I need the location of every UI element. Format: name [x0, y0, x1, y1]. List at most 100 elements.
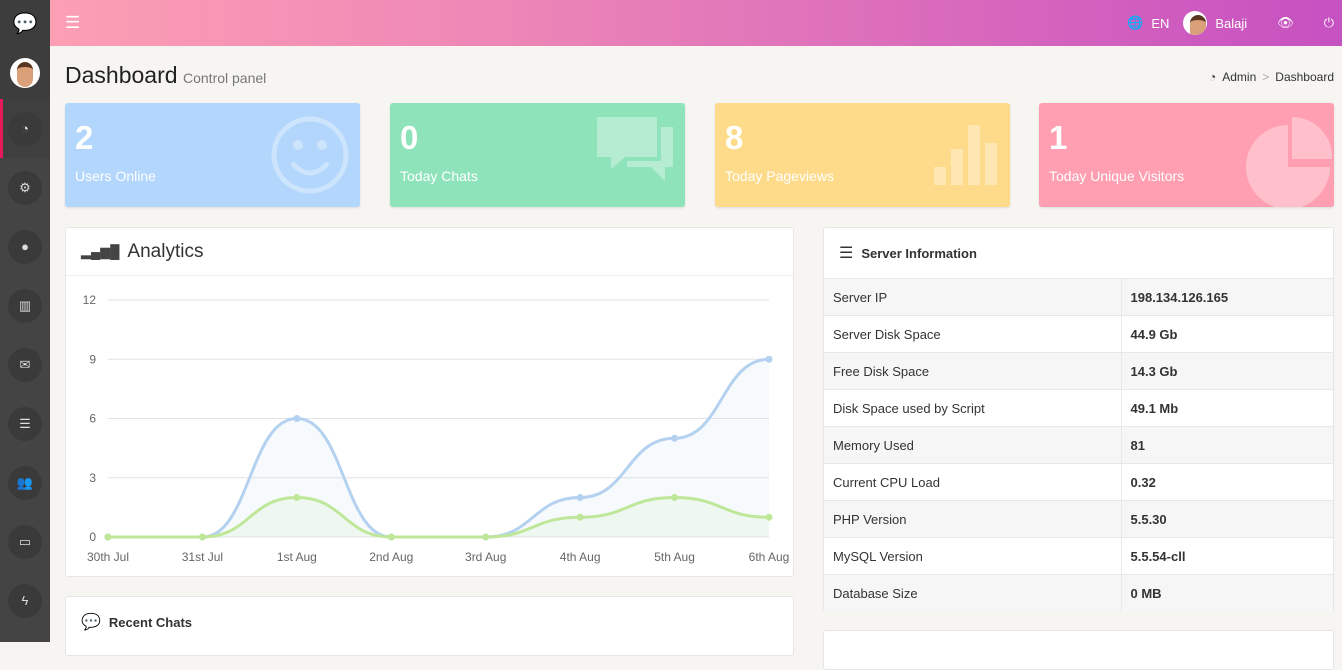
server-info-value: 49.1 Mb: [1120, 389, 1333, 427]
eye-icon[interactable]: 👁: [1277, 15, 1294, 30]
sidebar-item-display[interactable]: ▭: [0, 512, 50, 571]
x-tick-label: 1st Aug: [277, 550, 317, 564]
lower-right-panel: [823, 630, 1334, 670]
sidebar-item-list[interactable]: ☰: [0, 394, 50, 453]
bolt-icon: ϟ: [8, 583, 42, 618]
server-info-value: 44.9 Gb: [1120, 315, 1333, 353]
chat-logo-icon[interactable]: 💬: [0, 0, 50, 46]
users-online-card: 2 Users Online: [65, 103, 360, 207]
server-info-value: 5.5.54-cll: [1120, 537, 1333, 575]
dashboard-icon: ◔: [1209, 70, 1217, 84]
users-icon: 👥: [8, 465, 42, 500]
sidebar-item-power[interactable]: ϟ: [0, 571, 50, 630]
sidebar-item-settings[interactable]: ⚙: [0, 158, 50, 217]
language-selector[interactable]: 🌐 EN: [1127, 15, 1170, 31]
server-info-row: Current CPU Load 0.32: [824, 463, 1333, 501]
server-info-label: Current CPU Load: [824, 463, 1121, 501]
today-chats-card: 0 Today Chats: [390, 103, 685, 207]
page-subtitle: Control panel: [183, 70, 267, 86]
smile-icon: [271, 116, 349, 194]
server-info-value: 14.3 Gb: [1120, 352, 1333, 390]
series-line: [108, 495, 770, 539]
data-point: [765, 355, 773, 363]
data-point: [387, 533, 395, 541]
sidebar-item-mail[interactable]: ✉: [0, 335, 50, 394]
y-tick-label: 0: [89, 530, 96, 544]
unique-visitors-card: 1 Today Unique Visitors: [1039, 103, 1334, 207]
analytics-panel: ▂▄▆█ Analytics 0 3 6 9 12 30th Jul 31st Jul 1st …: [65, 227, 794, 577]
top-header: ☰ 🌐 EN Balaji 👁 ⏻: [50, 0, 1342, 46]
server-info-value: 81: [1120, 426, 1333, 464]
series-area: [108, 497, 769, 537]
comments-icon: ●: [8, 229, 42, 264]
server-info-label: Server IP: [824, 278, 1121, 316]
server-info-value: 0.32: [1120, 463, 1333, 501]
sidebar-item-users[interactable]: 👥: [0, 453, 50, 512]
server-info-label: Database Size: [824, 574, 1121, 612]
x-tick-label: 3rd Aug: [465, 550, 506, 564]
globe-icon: 🌐: [1127, 15, 1144, 30]
analytics-chart: 0 3 6 9 12 30th Jul 31st Jul 1st Aug 2nd Aug 3rd …: [83, 293, 790, 564]
y-tick-label: 12: [83, 293, 97, 307]
x-tick-label: 6th Aug: [749, 550, 790, 564]
y-tick-label: 6: [89, 412, 96, 426]
user-avatar: [1183, 11, 1208, 35]
envelope-icon: ✉: [8, 347, 42, 382]
page-title: Dashboard: [65, 62, 178, 88]
gears-icon: ⚙: [8, 170, 42, 205]
server-info-label: Disk Space used by Script: [824, 389, 1121, 427]
server-info-row: Server Disk Space 44.9 Gb: [824, 315, 1333, 353]
server-info-label: PHP Version: [824, 500, 1121, 538]
server-info-label: Memory Used: [824, 426, 1121, 464]
server-info-table: Server IP 198.134.126.165 Server Disk Spac…: [824, 278, 1333, 612]
recent-chats-panel: 💬 Recent Chats: [65, 596, 794, 656]
server-info-row: Database Size 0 MB: [824, 574, 1333, 612]
server-info-value: 198.134.126.165: [1120, 278, 1333, 316]
data-point: [293, 415, 301, 422]
today-pageviews-card: 8 Today Pageviews: [715, 103, 1010, 207]
sidebar: 💬 ◔ ⚙ ● ▥ ✉ ☰ 👥 ▭ ϟ: [0, 0, 50, 642]
pie-chart-icon: [1246, 116, 1333, 207]
server-info-row: PHP Version 5.5.30: [824, 500, 1333, 538]
comments-icon: 💬: [81, 614, 101, 631]
x-tick-label: 30th Jul: [87, 550, 129, 564]
data-point: [293, 494, 301, 501]
data-point: [765, 513, 773, 521]
data-point: [671, 494, 679, 501]
data-point: [576, 494, 584, 501]
server-icon: ☰: [839, 245, 854, 262]
breadcrumb-dashboard: Dashboard: [1275, 70, 1334, 84]
breadcrumb-admin[interactable]: Admin: [1222, 70, 1257, 84]
x-tick-label: 2nd Aug: [369, 550, 413, 564]
server-info-label: Free Disk Space: [824, 352, 1121, 390]
x-tick-label: 4th Aug: [560, 550, 601, 564]
monitor-icon: ▭: [8, 524, 42, 559]
data-point: [671, 434, 679, 442]
power-icon[interactable]: ⏻: [1323, 15, 1334, 30]
hamburger-menu-icon[interactable]: ☰: [65, 13, 81, 32]
x-tick-label: 5th Aug: [654, 550, 695, 564]
dashboard-icon: ◔: [8, 111, 42, 146]
server-info-label: MySQL Version: [824, 537, 1121, 575]
server-info-row: MySQL Version 5.5.54-cll: [824, 537, 1333, 575]
bar-chart-icon: ▥: [8, 288, 42, 323]
y-tick-label: 9: [89, 352, 96, 366]
server-info-row: Memory Used 81: [824, 426, 1333, 464]
data-point: [482, 533, 490, 541]
comments-icon: [597, 117, 673, 181]
sidebar-item-chats[interactable]: ●: [0, 217, 50, 276]
sidebar-item-dashboard[interactable]: ◔: [0, 99, 50, 158]
server-info-row: Disk Space used by Script 49.1 Mb: [824, 389, 1333, 427]
x-tick-label: 31st Jul: [182, 550, 223, 564]
bar-chart-icon: [934, 125, 997, 185]
y-tick-label: 3: [89, 471, 96, 485]
sidebar-item-reports[interactable]: ▥: [0, 276, 50, 335]
user-menu[interactable]: Balaji: [1183, 11, 1247, 35]
signal-bars-icon: ▂▄▆█: [81, 243, 120, 259]
server-info-row: Free Disk Space 14.3 Gb: [824, 352, 1333, 390]
sidebar-avatar[interactable]: [0, 46, 50, 99]
server-info-label: Server Disk Space: [824, 315, 1121, 353]
data-point: [104, 533, 112, 541]
list-icon: ☰: [8, 406, 42, 441]
server-info-row: Server IP 198.134.126.165: [824, 278, 1333, 316]
